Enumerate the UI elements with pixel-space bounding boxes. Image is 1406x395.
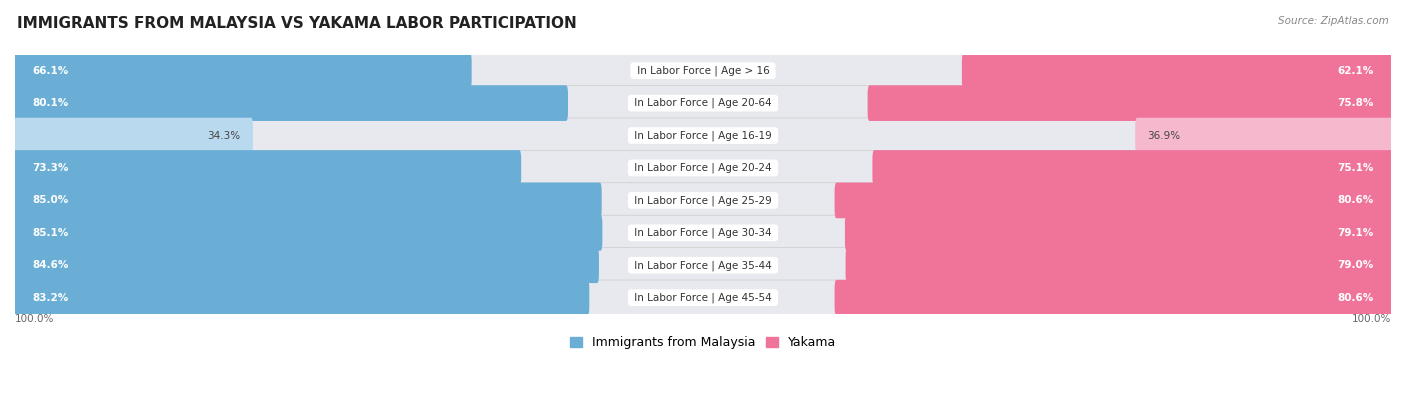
Text: Source: ZipAtlas.com: Source: ZipAtlas.com [1278, 16, 1389, 26]
Text: In Labor Force | Age 20-24: In Labor Force | Age 20-24 [631, 163, 775, 173]
FancyBboxPatch shape [835, 182, 1393, 218]
Text: In Labor Force | Age 16-19: In Labor Force | Age 16-19 [631, 130, 775, 141]
Text: 73.3%: 73.3% [32, 163, 69, 173]
FancyBboxPatch shape [20, 118, 1386, 153]
FancyBboxPatch shape [845, 247, 1393, 283]
Text: 85.1%: 85.1% [32, 228, 69, 238]
Text: 85.0%: 85.0% [32, 196, 69, 205]
FancyBboxPatch shape [20, 85, 1386, 121]
FancyBboxPatch shape [13, 150, 522, 186]
Text: 79.1%: 79.1% [1337, 228, 1374, 238]
Text: In Labor Force | Age 35-44: In Labor Force | Age 35-44 [631, 260, 775, 271]
Text: 79.0%: 79.0% [1337, 260, 1374, 270]
Text: 80.6%: 80.6% [1337, 293, 1374, 303]
FancyBboxPatch shape [20, 280, 1386, 315]
FancyBboxPatch shape [1135, 118, 1393, 153]
Text: 100.0%: 100.0% [1351, 314, 1391, 324]
FancyBboxPatch shape [13, 85, 568, 121]
Legend: Immigrants from Malaysia, Yakama: Immigrants from Malaysia, Yakama [569, 336, 837, 349]
Text: 80.6%: 80.6% [1337, 196, 1374, 205]
Text: 83.2%: 83.2% [32, 293, 69, 303]
FancyBboxPatch shape [20, 248, 1386, 283]
Text: In Labor Force | Age 30-34: In Labor Force | Age 30-34 [631, 228, 775, 238]
FancyBboxPatch shape [13, 215, 602, 251]
Text: 66.1%: 66.1% [32, 66, 69, 76]
FancyBboxPatch shape [962, 53, 1393, 88]
FancyBboxPatch shape [13, 182, 602, 218]
FancyBboxPatch shape [20, 215, 1386, 250]
Text: 62.1%: 62.1% [1337, 66, 1374, 76]
Text: In Labor Force | Age 45-54: In Labor Force | Age 45-54 [631, 292, 775, 303]
FancyBboxPatch shape [20, 150, 1386, 186]
Text: In Labor Force | Age 25-29: In Labor Force | Age 25-29 [631, 195, 775, 206]
Text: 34.3%: 34.3% [208, 131, 240, 141]
FancyBboxPatch shape [13, 280, 589, 316]
FancyBboxPatch shape [835, 280, 1393, 316]
Text: IMMIGRANTS FROM MALAYSIA VS YAKAMA LABOR PARTICIPATION: IMMIGRANTS FROM MALAYSIA VS YAKAMA LABOR… [17, 16, 576, 31]
Text: 100.0%: 100.0% [15, 314, 55, 324]
Text: 84.6%: 84.6% [32, 260, 69, 270]
Text: In Labor Force | Age 20-64: In Labor Force | Age 20-64 [631, 98, 775, 108]
FancyBboxPatch shape [13, 118, 253, 153]
FancyBboxPatch shape [13, 247, 599, 283]
Text: 75.1%: 75.1% [1337, 163, 1374, 173]
FancyBboxPatch shape [872, 150, 1393, 186]
FancyBboxPatch shape [20, 183, 1386, 218]
FancyBboxPatch shape [13, 53, 471, 88]
FancyBboxPatch shape [868, 85, 1393, 121]
FancyBboxPatch shape [20, 53, 1386, 88]
FancyBboxPatch shape [845, 215, 1393, 251]
Text: In Labor Force | Age > 16: In Labor Force | Age > 16 [634, 66, 772, 76]
Text: 36.9%: 36.9% [1147, 131, 1181, 141]
Text: 75.8%: 75.8% [1337, 98, 1374, 108]
Text: 80.1%: 80.1% [32, 98, 69, 108]
